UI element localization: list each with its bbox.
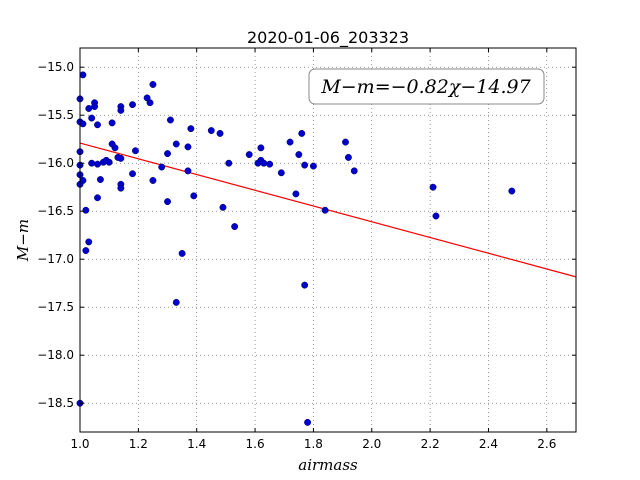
y-tick-label: −16.0 xyxy=(37,156,74,170)
data-point xyxy=(146,99,154,107)
data-point xyxy=(166,116,174,124)
x-tick-label: 2.2 xyxy=(421,437,440,451)
data-point xyxy=(508,187,516,195)
data-point xyxy=(184,167,192,175)
x-axis-label: airmass xyxy=(298,456,358,474)
y-tick-label: −17.5 xyxy=(37,300,74,314)
data-point xyxy=(94,194,101,202)
data-point xyxy=(117,184,125,192)
data-point xyxy=(88,114,96,122)
data-point xyxy=(131,147,139,155)
data-point xyxy=(225,159,233,167)
data-point xyxy=(172,298,180,306)
data-point xyxy=(129,170,136,178)
data-point xyxy=(295,151,303,159)
y-tick-label: −15.0 xyxy=(37,60,74,74)
x-tick-label: 2.6 xyxy=(537,437,556,451)
data-point xyxy=(301,161,309,169)
data-point xyxy=(164,150,171,158)
data-point xyxy=(105,158,113,166)
fit-equation-box: M−m=−0.82χ−14.97 xyxy=(308,68,545,105)
data-point xyxy=(429,183,437,191)
data-point xyxy=(164,198,171,206)
y-tick-label: −16.5 xyxy=(37,204,74,218)
y-tick-label: −15.5 xyxy=(37,108,74,122)
x-tick-label: 1.0 xyxy=(70,437,89,451)
data-point xyxy=(245,151,253,159)
data-point xyxy=(321,206,329,214)
chart-title: 2020-01-06_203323 xyxy=(247,28,409,48)
y-tick-label: −18.0 xyxy=(37,348,74,362)
data-point xyxy=(94,160,101,168)
data-point xyxy=(94,121,101,129)
data-point xyxy=(172,140,180,148)
data-point xyxy=(91,103,99,111)
x-tick-label: 1.8 xyxy=(304,437,323,451)
data-point xyxy=(117,106,125,114)
data-point xyxy=(184,143,192,151)
plot-frame xyxy=(79,47,577,433)
data-point xyxy=(298,129,306,137)
axis-ticks: 1.0 1.2 1.4 1.6 1.8 2.0 2.2 2.4 2.6 −15.0 −15.5 −16… xyxy=(37,48,576,451)
data-point xyxy=(108,119,116,127)
data-point xyxy=(129,101,136,109)
data-point xyxy=(158,163,166,171)
data-point xyxy=(149,177,157,184)
data-point xyxy=(207,127,215,135)
data-point xyxy=(432,212,440,220)
data-point xyxy=(344,153,352,161)
data-point xyxy=(304,418,312,426)
y-axis-label: M−m xyxy=(14,219,32,262)
data-point xyxy=(79,71,87,79)
data-point xyxy=(79,120,87,128)
data-point xyxy=(85,238,93,246)
x-tick-label: 1.2 xyxy=(129,437,148,451)
data-point xyxy=(187,125,195,133)
data-point xyxy=(257,144,265,152)
y-tick-label: −18.5 xyxy=(37,396,74,410)
data-point xyxy=(216,129,224,137)
data-point xyxy=(277,169,285,177)
data-point xyxy=(190,192,198,200)
x-tick-label: 2.0 xyxy=(362,437,381,451)
fit-equation-text: M−m=−0.82χ−14.97 xyxy=(320,76,531,98)
plot-area xyxy=(80,48,576,432)
data-point xyxy=(231,223,239,231)
data-point xyxy=(178,249,186,257)
data-point xyxy=(342,138,349,146)
data-point xyxy=(149,81,157,88)
data-point xyxy=(79,177,87,184)
data-point xyxy=(88,159,96,167)
x-tick-label: 2.4 xyxy=(479,437,498,451)
data-point xyxy=(301,281,309,289)
data-point xyxy=(82,247,90,255)
data-point xyxy=(96,176,104,183)
data-point xyxy=(286,138,294,146)
data-point xyxy=(292,190,300,198)
data-point xyxy=(266,160,274,168)
y-tick-label: −17.0 xyxy=(37,252,74,266)
data-point xyxy=(85,105,93,112)
data-point xyxy=(117,154,125,162)
data-point xyxy=(309,162,317,170)
data-point xyxy=(111,144,119,152)
x-tick-label: 1.4 xyxy=(187,437,206,451)
fit-equation-frame xyxy=(308,68,545,105)
data-point xyxy=(260,159,268,167)
data-point xyxy=(219,203,227,211)
x-tick-label: 1.6 xyxy=(246,437,265,451)
data-point xyxy=(350,167,358,175)
data-point xyxy=(82,206,90,214)
data-points xyxy=(76,71,516,426)
